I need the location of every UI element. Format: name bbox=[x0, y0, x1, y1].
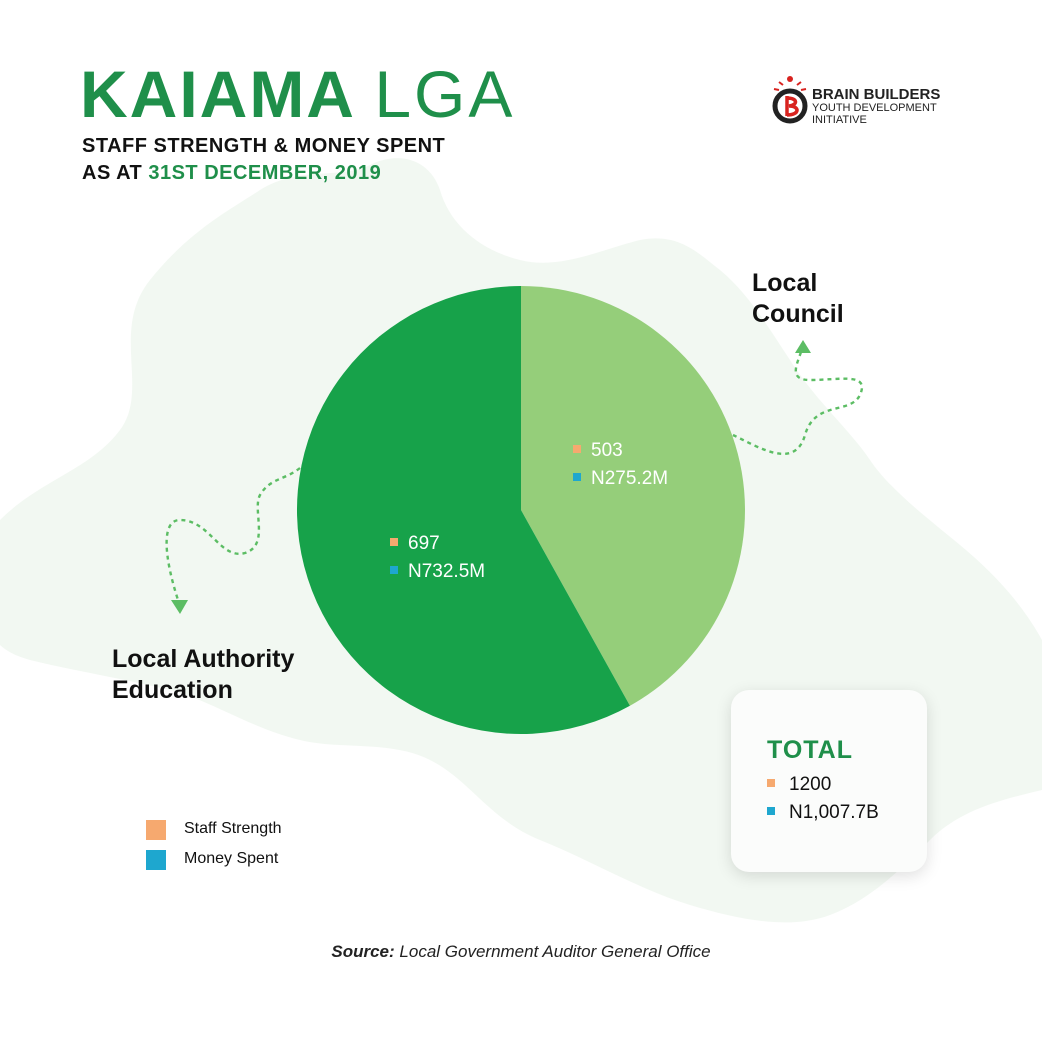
money-swatch-icon bbox=[767, 806, 775, 815]
local-authority-money-value: N732.5M bbox=[408, 561, 486, 582]
local-council-line2: Council bbox=[752, 300, 844, 328]
local-authority-staff-value: 697 bbox=[408, 533, 440, 554]
slice-stats-local-authority-education: 697 N732.5M bbox=[390, 530, 485, 586]
total-staff-row: 1200 bbox=[767, 772, 831, 798]
staff-swatch-icon bbox=[390, 537, 398, 546]
subtitle: STAFF STRENGTH & MONEY SPENT AS AT 31ST … bbox=[82, 133, 445, 187]
category-label-local-authority-education: Local Authority Education bbox=[112, 644, 294, 706]
total-card: TOTAL 1200 N1,007.7B bbox=[731, 690, 927, 872]
pie-slice-local-council bbox=[521, 286, 745, 706]
logo-line1: BRAIN BUILDERS bbox=[812, 86, 941, 103]
local-council-staff-value: 503 bbox=[591, 440, 623, 461]
logo-line3: INITIATIVE bbox=[812, 114, 867, 126]
legend-label-money-spent: Money Spent bbox=[184, 850, 279, 867]
arrow-path-local-authority bbox=[165, 467, 301, 601]
page-title: KAIAMA LGA bbox=[80, 58, 515, 130]
local-council-money-value: N275.2M bbox=[591, 468, 669, 489]
local-authority-money: N732.5M bbox=[390, 558, 485, 586]
subtitle-line2: AS AT 31ST DECEMBER, 2019 bbox=[82, 160, 445, 187]
subtitle-line1: STAFF STRENGTH & MONEY SPENT bbox=[82, 135, 446, 157]
category-label-local-council: Local Council bbox=[752, 268, 844, 330]
total-staff-value: 1200 bbox=[789, 774, 832, 795]
local-authority-line2: Education bbox=[112, 676, 233, 704]
total-title: TOTAL bbox=[767, 736, 854, 764]
source-label: Source: bbox=[331, 942, 395, 961]
brain-builders-logo-icon bbox=[772, 76, 808, 124]
pie-slice-local-authority-education bbox=[296, 286, 630, 734]
arrow-head-local-council bbox=[795, 340, 811, 353]
arrow-head-local-authority bbox=[171, 600, 188, 614]
local-authority-line1: Local Authority bbox=[112, 645, 295, 673]
title-light: LGA bbox=[374, 57, 516, 131]
slice-stats-local-council: 503 N275.2M bbox=[573, 437, 668, 493]
source-text: Local Government Auditor General Office bbox=[399, 942, 711, 961]
subtitle-date: 31ST DECEMBER, 2019 bbox=[148, 162, 382, 184]
staff-swatch-icon bbox=[573, 444, 581, 453]
local-council-money: N275.2M bbox=[573, 465, 668, 493]
staff-swatch-icon bbox=[767, 778, 775, 787]
money-swatch-icon bbox=[573, 472, 581, 481]
total-money-row: N1,007.7B bbox=[767, 800, 879, 826]
staff-strength-swatch-icon bbox=[146, 820, 166, 840]
legend-label-staff-strength: Staff Strength bbox=[184, 820, 282, 837]
brand-logo: BRAIN BUILDERS YOUTH DEVELOPMENT INITIAT… bbox=[770, 74, 970, 130]
money-swatch-icon bbox=[390, 565, 398, 574]
local-council-staff: 503 bbox=[573, 437, 668, 465]
local-authority-staff: 697 bbox=[390, 530, 485, 558]
money-spent-swatch-icon bbox=[146, 850, 166, 870]
source-note: Source: Local Government Auditor General… bbox=[0, 942, 1042, 962]
arrow-path-local-council bbox=[732, 344, 864, 455]
subtitle-prefix: AS AT bbox=[82, 162, 143, 184]
logo-line2: YOUTH DEVELOPMENT bbox=[812, 102, 937, 114]
total-money-value: N1,007.7B bbox=[789, 802, 879, 823]
local-council-line1: Local bbox=[752, 269, 818, 297]
title-bold: KAIAMA bbox=[80, 57, 356, 131]
